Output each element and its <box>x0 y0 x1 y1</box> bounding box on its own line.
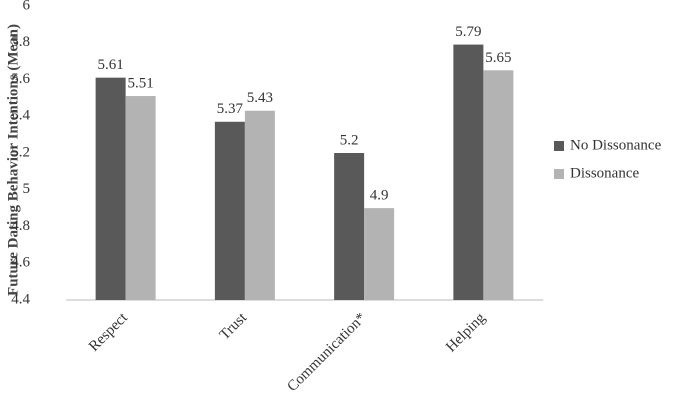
y-tick-label: 5.2 <box>11 144 30 160</box>
y-tick-label: 5 <box>23 181 31 197</box>
bar <box>334 153 365 300</box>
value-label: 5.79 <box>455 24 481 40</box>
legend-label: No Dissonance <box>570 137 662 153</box>
legend-swatch <box>554 169 564 179</box>
y-tick-label: 6 <box>23 0 31 13</box>
x-tick-label: Communication* <box>284 310 369 395</box>
y-axis-label: Future Dating Behavior Intentions (Mean) <box>5 24 21 296</box>
y-tick-label: 4.4 <box>11 291 30 307</box>
y-tick-label: 4.8 <box>11 218 30 234</box>
value-label: 5.61 <box>98 57 124 73</box>
x-tick-label: Trust <box>217 309 251 343</box>
y-tick-label: 5.8 <box>11 34 30 50</box>
value-label: 5.43 <box>247 90 273 106</box>
value-label: 5.2 <box>340 132 359 148</box>
y-tick-label: 4.6 <box>11 255 30 271</box>
bar <box>483 70 514 300</box>
bar <box>364 208 395 300</box>
x-tick-label: Helping <box>443 310 489 356</box>
value-label: 5.65 <box>485 50 511 66</box>
y-tick-label: 5.6 <box>11 71 30 87</box>
y-tick-label: 5.4 <box>11 108 30 124</box>
bar <box>244 110 275 300</box>
value-label: 5.37 <box>217 101 244 117</box>
bar <box>214 121 245 300</box>
legend-swatch <box>554 141 564 151</box>
bar <box>453 44 484 301</box>
bar <box>95 77 126 300</box>
bar <box>125 96 156 300</box>
value-label: 4.9 <box>370 188 389 204</box>
x-tick-label: Respect <box>86 309 131 354</box>
value-label: 5.51 <box>128 75 154 91</box>
legend-label: Dissonance <box>570 165 639 181</box>
